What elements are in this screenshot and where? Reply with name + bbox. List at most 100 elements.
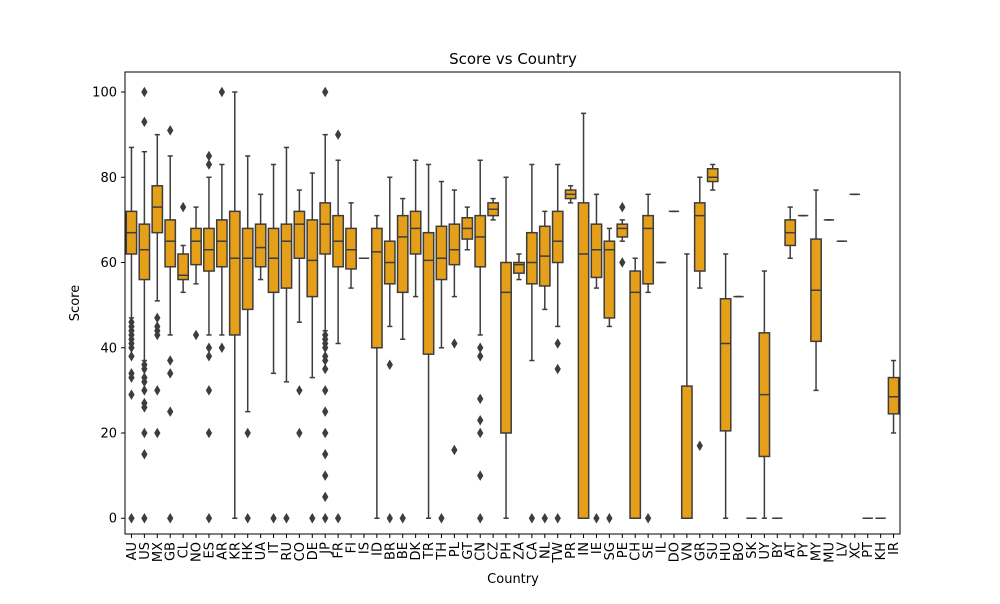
iqr-box bbox=[590, 223, 603, 279]
x-tick-label: PR bbox=[564, 542, 579, 559]
box-jp bbox=[319, 86, 332, 524]
outlier-point bbox=[322, 385, 329, 396]
box-be bbox=[396, 197, 409, 524]
outlier-point bbox=[154, 312, 161, 324]
x-tick-label: SG bbox=[603, 542, 618, 560]
outlier-point bbox=[386, 512, 393, 524]
x-tick-label: ID bbox=[370, 542, 385, 556]
outlier-point bbox=[554, 363, 561, 375]
iqr-box bbox=[435, 225, 448, 281]
iqr-box bbox=[138, 223, 151, 281]
outlier-point bbox=[244, 512, 251, 524]
box-th bbox=[435, 180, 448, 524]
outlier-point bbox=[141, 427, 148, 439]
x-tick-label: AT bbox=[784, 542, 799, 558]
outlier-point bbox=[322, 355, 329, 366]
iqr-box bbox=[319, 202, 332, 255]
outlier-point bbox=[205, 427, 213, 439]
outlier-point bbox=[696, 440, 703, 452]
iqr-box bbox=[551, 210, 564, 264]
outlier-point bbox=[128, 342, 135, 354]
iqr-box bbox=[177, 253, 190, 281]
iqr-box bbox=[629, 270, 642, 519]
x-tick-label: LV bbox=[835, 542, 850, 557]
outlier-point bbox=[128, 372, 135, 383]
x-tick-label: VN bbox=[680, 542, 695, 561]
x-tick-label: IT bbox=[267, 542, 282, 554]
x-tick-label: SE bbox=[642, 542, 657, 558]
x-tick-label: ZA bbox=[512, 542, 527, 560]
outlier-point bbox=[167, 355, 174, 366]
box-in bbox=[577, 112, 590, 519]
iqr-box bbox=[422, 231, 435, 355]
outlier-point bbox=[244, 427, 251, 439]
x-tick-label: UA bbox=[254, 542, 269, 561]
outlier-point bbox=[270, 512, 277, 524]
box-pr bbox=[564, 185, 577, 204]
x-tick-label: MX bbox=[151, 542, 166, 562]
iqr-box bbox=[642, 214, 655, 285]
box-us bbox=[138, 86, 151, 524]
x-axis: AUUSMXGBCLNOESARKRHKUAITRUCODEJPFRFIISID… bbox=[125, 534, 902, 564]
box-ar bbox=[215, 86, 228, 354]
outlier-point bbox=[141, 402, 148, 413]
y-axis: 0 20 40 60 80 100 bbox=[92, 86, 125, 527]
box-nl bbox=[538, 210, 551, 524]
outlier-point bbox=[322, 512, 329, 524]
outlier-point bbox=[141, 116, 148, 128]
x-tick-label: AU bbox=[125, 542, 140, 560]
x-tick-label: AR bbox=[215, 542, 230, 560]
outlier-point bbox=[141, 449, 148, 460]
outlier-point bbox=[399, 512, 406, 524]
box-ca bbox=[525, 163, 538, 524]
iqr-box bbox=[706, 167, 719, 183]
x-tick-label: DK bbox=[409, 542, 424, 561]
outlier-point bbox=[205, 159, 213, 170]
box-ua bbox=[254, 193, 267, 281]
x-tick-label: GT bbox=[461, 542, 476, 560]
outlier-point bbox=[141, 86, 148, 98]
iqr-box bbox=[474, 214, 487, 268]
outlier-point bbox=[179, 201, 187, 213]
outlier-point bbox=[451, 444, 458, 456]
y-tick-label: 40 bbox=[100, 341, 117, 356]
box-es bbox=[203, 150, 215, 524]
x-tick-label: KR bbox=[228, 542, 243, 560]
x-tick-label: MY bbox=[810, 542, 825, 561]
outlier-point bbox=[554, 338, 561, 349]
box-gb bbox=[164, 125, 177, 524]
outlier-point bbox=[218, 342, 226, 354]
outlier-point bbox=[477, 342, 484, 354]
outlier-point bbox=[593, 512, 600, 524]
x-tick-label: HK bbox=[241, 542, 256, 561]
iqr-box bbox=[280, 223, 293, 289]
outlier-point bbox=[205, 342, 213, 354]
box-ru bbox=[280, 146, 293, 524]
box-hk bbox=[241, 155, 254, 524]
iqr-box bbox=[887, 376, 900, 415]
box-vn bbox=[680, 253, 693, 519]
outlier-point bbox=[141, 363, 148, 375]
outlier-point bbox=[477, 393, 484, 405]
box-fi bbox=[345, 202, 357, 289]
outlier-point bbox=[386, 359, 393, 371]
outlier-point bbox=[128, 389, 135, 400]
outlier-point bbox=[477, 414, 484, 426]
box-se bbox=[642, 193, 655, 524]
outlier-point bbox=[606, 512, 613, 524]
x-tick-label: UY bbox=[758, 542, 773, 560]
y-tick-label: 0 bbox=[109, 512, 117, 527]
outlier-point bbox=[644, 512, 652, 524]
outlier-point bbox=[283, 512, 290, 524]
box-gr bbox=[693, 176, 706, 452]
x-tick-label: BY bbox=[771, 542, 786, 558]
y-tick-label: 80 bbox=[100, 171, 117, 186]
x-tick-label: PE bbox=[616, 542, 631, 558]
outlier-point bbox=[128, 512, 135, 524]
iqr-box bbox=[190, 227, 202, 266]
outlier-point bbox=[541, 512, 548, 524]
outlier-point bbox=[451, 338, 458, 349]
box-cz bbox=[487, 197, 500, 221]
outlier-point bbox=[322, 427, 329, 439]
outlier-point bbox=[128, 351, 135, 362]
